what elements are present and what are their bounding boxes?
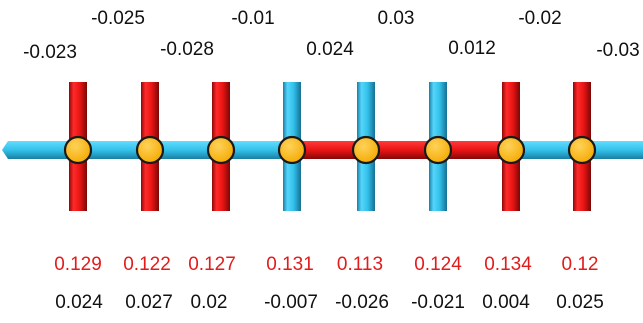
nodes <box>63 135 597 165</box>
bottom-black-value-6: -0.021 <box>411 292 465 313</box>
bottom-black-value-2: 0.027 <box>125 292 173 313</box>
backbone-segment-4-blue <box>221 141 292 159</box>
bottom-red-value-7: 0.134 <box>484 254 532 275</box>
top-label-lower-1: -0.023 <box>23 42 77 63</box>
bottom-red-value-2: 0.122 <box>123 254 171 275</box>
bottom-black-value-7: 0.004 <box>482 292 530 313</box>
top-label-upper-1: -0.025 <box>91 8 145 29</box>
node-8 <box>567 135 597 165</box>
node-2 <box>135 135 165 165</box>
bottom-red-value-3: 0.127 <box>188 254 236 275</box>
node-6 <box>423 135 453 165</box>
node-3 <box>206 135 236 165</box>
bottom-red-value-8: 0.12 <box>561 254 599 275</box>
backbone-segment-1-blue <box>8 141 78 159</box>
backbone-segment-5-red <box>292 141 366 159</box>
bottom-black-value-3: 0.02 <box>190 292 228 313</box>
bottom-red-value-5: 0.113 <box>336 254 384 275</box>
top-label-upper-4: -0.02 <box>518 8 562 29</box>
node-4 <box>277 135 307 165</box>
top-label-lower-3: 0.024 <box>306 39 354 60</box>
top-label-lower-5: -0.03 <box>596 40 640 61</box>
backbone-segment-6-red <box>366 141 438 159</box>
bottom-black-value-8: 0.025 <box>556 292 604 313</box>
backbone-left-end <box>2 141 16 159</box>
top-label-lower-2: -0.028 <box>160 39 214 60</box>
bottom-red-value-6: 0.124 <box>414 254 462 275</box>
backbone-segment-7-red <box>438 141 511 159</box>
top-label-lower-4: 0.012 <box>448 38 496 59</box>
node-7 <box>496 135 526 165</box>
bottom-red-value-1: 0.129 <box>54 254 102 275</box>
backbone-segment-8-blue <box>511 141 582 159</box>
horizontal-backbone <box>2 141 643 159</box>
bottom-black-value-4: -0.007 <box>264 292 318 313</box>
backbone-segment-9-blue <box>582 141 643 159</box>
backbone-segment-3-blue <box>150 141 221 159</box>
bottom-black-value-1: 0.024 <box>55 292 103 313</box>
node-5 <box>351 135 381 165</box>
top-label-upper-3: 0.03 <box>377 8 415 29</box>
bottom-red-value-4: 0.131 <box>266 254 314 275</box>
bottom-black-value-5: -0.026 <box>335 292 389 313</box>
top-label-upper-2: -0.01 <box>231 8 275 29</box>
backbone-segment-2-blue <box>78 141 150 159</box>
node-1 <box>63 135 93 165</box>
